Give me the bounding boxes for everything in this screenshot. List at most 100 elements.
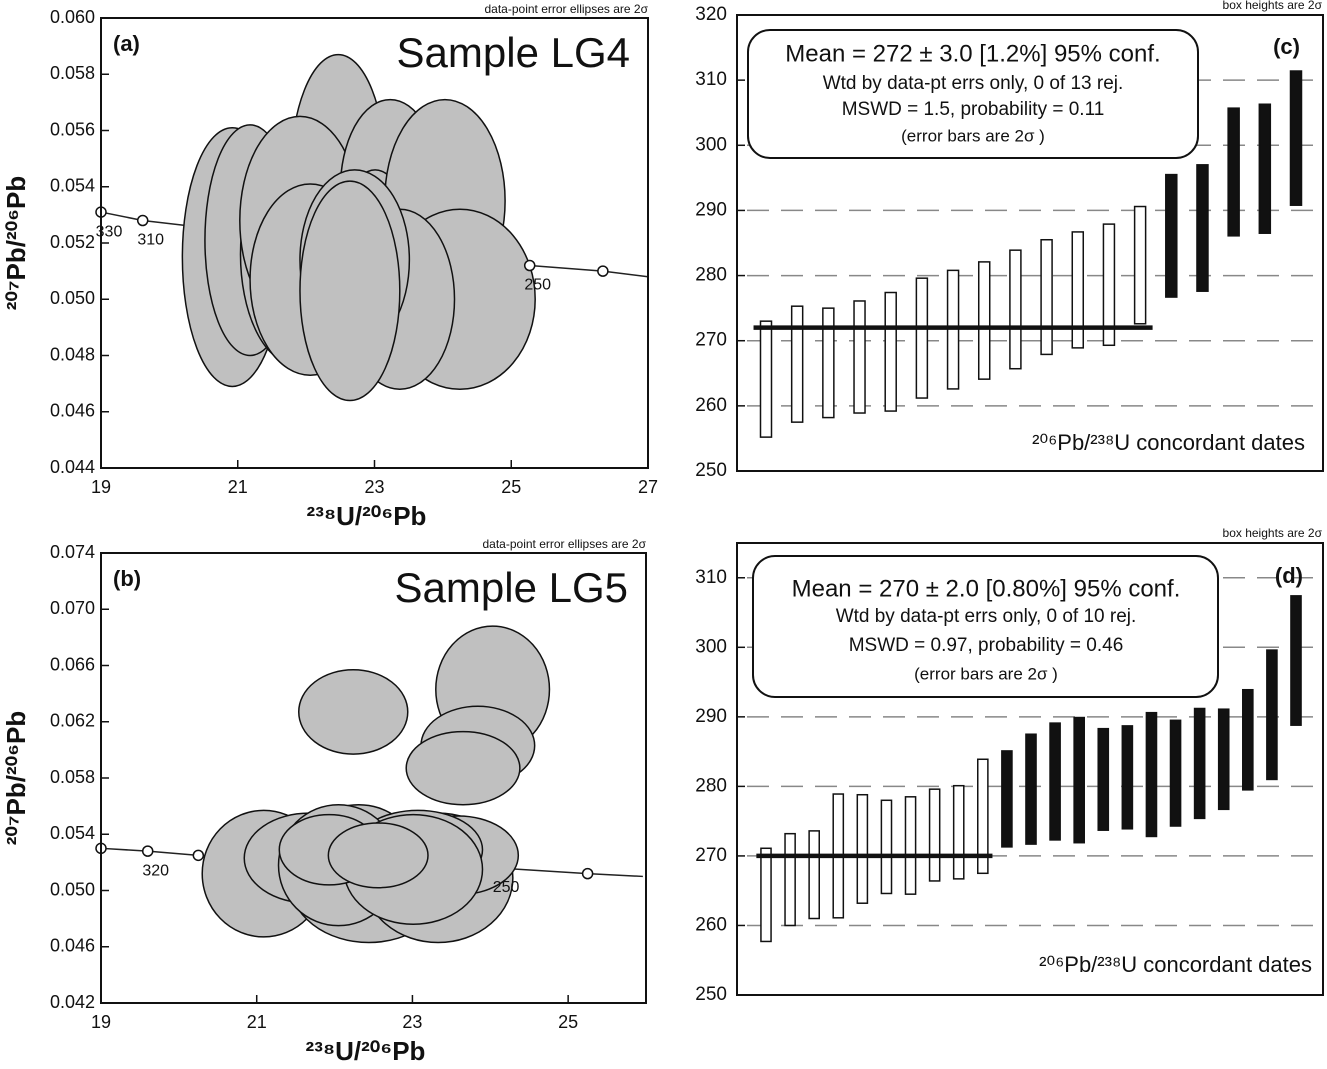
error-box (1266, 649, 1278, 781)
y-tick-label: 270 (695, 845, 727, 866)
x-tick-label: 21 (247, 1012, 267, 1032)
error-box (1073, 716, 1085, 844)
x-tick-label: 19 (91, 1012, 111, 1032)
y-axis-label: ²⁰⁷Pb/²⁰⁶Pb (1, 176, 31, 311)
error-ellipse (298, 668, 409, 755)
error-box (853, 300, 866, 414)
error-box (790, 305, 804, 423)
y-tick-label: 280 (695, 775, 727, 796)
error-box (952, 784, 965, 880)
error-box (977, 261, 991, 380)
plot-frame (100, 552, 647, 1004)
age-marker (136, 214, 149, 227)
error-box (1289, 70, 1303, 206)
caption: ²⁰⁶Pb/²³⁸U concordant dates (1039, 952, 1312, 977)
age-label: 310 (137, 232, 164, 249)
y-tick-label: 0.042 (50, 992, 95, 1012)
error-box (784, 832, 796, 927)
y-tick-label: 270 (695, 330, 727, 351)
error-box (1121, 725, 1134, 830)
error-box (808, 830, 820, 920)
error-ellipse (299, 180, 401, 402)
corner-note: data-point error ellipses are 2σ (483, 537, 647, 551)
age-label: 320 (142, 862, 169, 879)
y-tick-label: 0.046 (50, 936, 95, 956)
summary-line: MSWD = 1.5, probability = 0.11 (842, 99, 1105, 120)
error-box (1145, 711, 1158, 838)
age-marker (597, 265, 609, 277)
corner-note: data-point error ellipses are 2σ (485, 2, 649, 16)
y-tick-label: 0.046 (50, 401, 95, 421)
error-box (1097, 727, 1110, 831)
y-tick-label: 0.056 (50, 119, 95, 139)
y-tick-label: 290 (695, 706, 727, 727)
sample-title: Sample LG5 (395, 564, 628, 611)
error-box (1071, 231, 1085, 349)
error-ellipse (405, 730, 521, 806)
y-tick-label: 0.066 (50, 654, 95, 674)
y-tick-label: 310 (695, 567, 727, 588)
summary-line: MSWD = 0.97, probability = 0.46 (849, 635, 1124, 656)
age-marker (192, 849, 205, 862)
x-tick-label: 23 (402, 1012, 422, 1032)
age-label: 250 (493, 879, 520, 896)
panel-label: (d) (1275, 563, 1303, 588)
y-tick-label: 0.054 (50, 823, 95, 843)
y-tick-label: 280 (695, 265, 727, 286)
plot-frame (736, 14, 1324, 472)
error-box (915, 277, 929, 399)
y-tick-label: 320 (695, 4, 727, 25)
summary-line: Wtd by data-pt errs only, 0 of 10 rej. (836, 606, 1137, 627)
x-tick-label: 19 (91, 477, 111, 497)
x-tick-label: 27 (638, 477, 658, 497)
y-tick-label: 0.054 (50, 176, 95, 196)
y-tick-label: 300 (695, 134, 727, 155)
error-box (1258, 103, 1272, 234)
x-tick-label: 25 (558, 1012, 578, 1032)
x-axis-label: ²³⁸U/²⁰⁶Pb (306, 1036, 426, 1066)
error-box (1025, 733, 1037, 845)
error-box (1102, 223, 1116, 347)
y-tick-label: 300 (695, 636, 727, 657)
y-tick-label: 0.058 (50, 767, 95, 787)
y-tick-label: 0.048 (50, 344, 95, 364)
error-box (928, 788, 941, 882)
summary-line: Wtd by data-pt errs only, 0 of 13 rej. (823, 73, 1124, 94)
summary-line: (error bars are 2σ ) (914, 664, 1058, 683)
y-tick-label: 0.060 (50, 7, 95, 27)
panel-label: (c) (1273, 34, 1300, 59)
x-tick-label: 21 (228, 477, 248, 497)
error-box (1040, 238, 1053, 356)
y-tick-label: 0.058 (50, 63, 95, 83)
error-box (822, 307, 835, 419)
plot-frame (100, 17, 649, 469)
y-tick-label: 260 (695, 914, 727, 935)
error-box (760, 847, 772, 943)
y-tick-label: 290 (695, 199, 727, 220)
error-box (1290, 595, 1302, 726)
x-tick-label: 23 (364, 477, 384, 497)
y-axis-label: ²⁰⁷Pb/²⁰⁶Pb (1, 711, 31, 846)
summary-line: (error bars are 2σ ) (901, 126, 1045, 145)
error-box (1165, 173, 1178, 298)
y-tick-label: 0.050 (50, 288, 95, 308)
error-box (884, 291, 897, 412)
x-tick-label: 25 (501, 477, 521, 497)
error-box (977, 758, 989, 875)
y-tick-label: 0.050 (50, 879, 95, 899)
error-box (1001, 750, 1013, 848)
y-tick-label: 0.052 (50, 232, 95, 252)
error-box (1242, 688, 1254, 791)
summary-box (747, 29, 1199, 159)
caption: ²⁰⁶Pb/²³⁸U concordant dates (1032, 430, 1305, 455)
y-tick-label: 0.070 (50, 598, 95, 618)
corner-note: box heights are 2σ (1223, 0, 1323, 12)
y-tick-label: 310 (695, 69, 727, 90)
y-tick-label: 250 (695, 984, 727, 1005)
age-label: 330 (96, 223, 123, 240)
panel-label: (b) (113, 566, 141, 591)
y-tick-label: 0.074 (50, 542, 95, 562)
error-box (1227, 107, 1240, 237)
